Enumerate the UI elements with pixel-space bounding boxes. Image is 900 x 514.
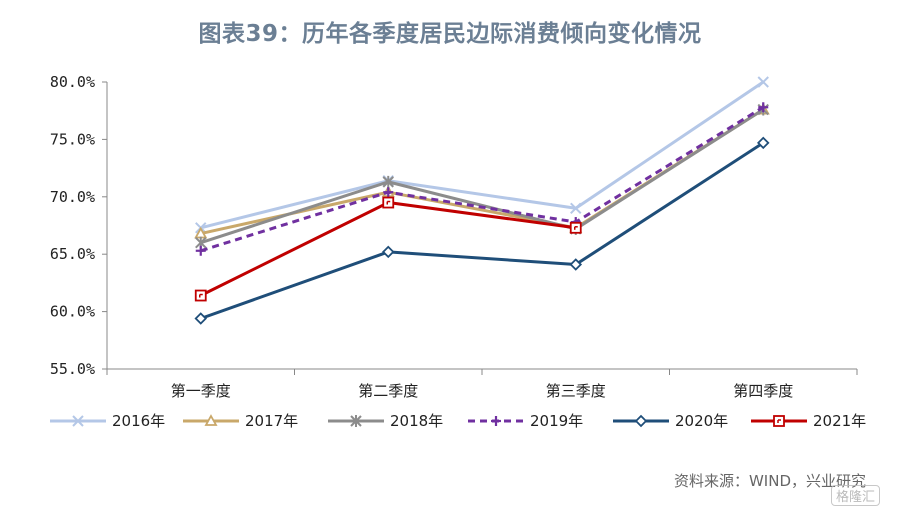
data-point-2019 (195, 245, 206, 256)
legend-marker (491, 416, 501, 426)
chart-legend: 2016年 2017年 2018年 2019年 2020年 2021年 (50, 412, 866, 430)
x-tick-label: 第四季度 (733, 382, 793, 400)
legend-marker (204, 414, 218, 426)
series-line-2019 (200, 105, 765, 253)
legend-label: 2016年 (112, 412, 165, 430)
legend-marker (773, 415, 785, 427)
data-point-2016 (757, 76, 769, 88)
data-point-2020 (569, 258, 583, 271)
y-axis-ticks: 55.0% 60.0% 65.0% 70.0% 75.0% 80.0% (50, 73, 107, 378)
legend-marker (72, 415, 84, 427)
x-tick-label: 第二季度 (358, 382, 418, 400)
legend-item-2019: 2019年 (468, 412, 583, 430)
y-tick-label: 70.0% (50, 188, 95, 206)
y-tick-label: 65.0% (50, 245, 95, 263)
y-tick-label: 60.0% (50, 303, 95, 321)
legend-item-2016: 2016年 (50, 412, 165, 430)
legend-label: 2017年 (245, 412, 298, 430)
data-point-2016 (570, 202, 582, 214)
data-point-2020 (756, 136, 770, 150)
x-axis-ticks: 第一季度 第二季度 第三季度 第四季度 (106, 369, 858, 400)
data-point-2020 (194, 312, 208, 325)
legend-item-2020: 2020年 (613, 412, 728, 430)
legend-item-2021: 2021年 (751, 412, 866, 430)
data-point-2019 (758, 102, 769, 113)
legend-item-2018: 2018年 (328, 412, 443, 430)
series-line-2018 (200, 108, 765, 245)
legend-label: 2018年 (390, 412, 443, 430)
x-tick-label: 第三季度 (546, 382, 606, 400)
data-point-2021 (569, 221, 582, 234)
y-tick-label: 75.0% (50, 130, 95, 148)
y-tick-label: 55.0% (50, 360, 95, 378)
legend-label: 2021年 (813, 412, 866, 430)
series-line-2020 (200, 141, 765, 320)
chart-series (194, 76, 770, 325)
watermark-logo: 格隆汇 (830, 485, 880, 506)
data-point-2021 (194, 289, 207, 302)
chart-title: 图表39：历年各季度居民边际消费倾向变化情况 (198, 21, 702, 47)
chart-axes (106, 82, 857, 370)
legend-label: 2020年 (675, 412, 728, 430)
y-tick-label: 80.0% (50, 73, 95, 91)
legend-marker (350, 415, 362, 427)
series-line-2016 (200, 80, 765, 230)
legend-marker (634, 414, 648, 428)
data-point-2018 (382, 175, 394, 188)
x-tick-label: 第一季度 (171, 382, 231, 400)
data-point-2021 (382, 196, 395, 209)
data-point-2019 (383, 187, 394, 198)
source-note: 资料来源：WIND，兴业研究 (673, 472, 866, 490)
data-point-2020 (381, 245, 395, 259)
legend-label: 2019年 (530, 412, 583, 430)
legend-item-2017: 2017年 (183, 412, 298, 430)
